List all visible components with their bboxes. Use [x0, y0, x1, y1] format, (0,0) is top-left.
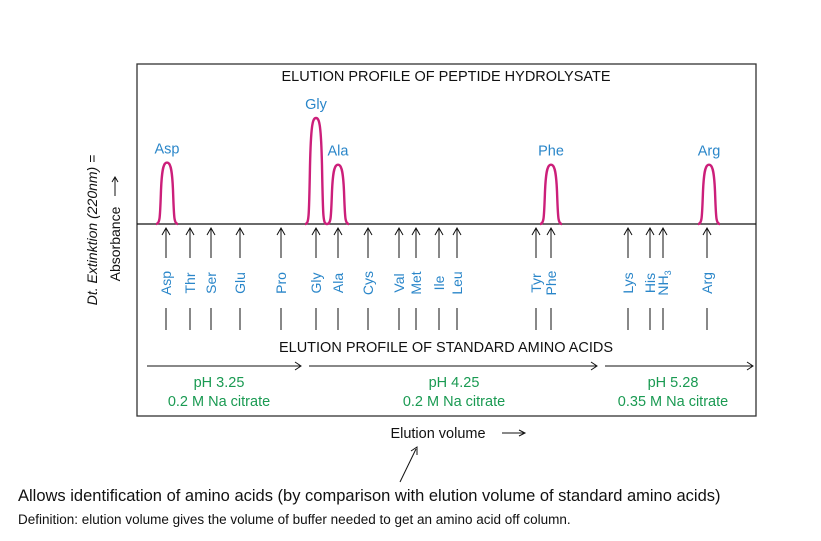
standard-label-ala: Ala: [330, 273, 346, 293]
standard-arrowhead: [411, 226, 421, 236]
peak-phe: [539, 163, 563, 226]
buffer-arrowhead-1: [294, 361, 302, 371]
standard-marker-his: His: [642, 226, 658, 330]
y-label-inner-group: Absorbance: [107, 176, 123, 281]
buffer-2-ph: pH 4.25: [429, 375, 480, 391]
standard-label-ile: Ile: [431, 275, 447, 290]
standard-marker-glu: Glu: [232, 226, 248, 330]
standard-arrowhead: [623, 226, 633, 236]
peak-arg: [697, 163, 721, 226]
standard-marker-met: Met: [408, 226, 424, 330]
standard-label-thr: Thr: [182, 272, 198, 293]
standard-label-nh: NH3: [655, 270, 673, 295]
buffer-arrowhead-3: [746, 361, 754, 371]
peak-gly: [304, 116, 328, 226]
peak-label-asp: Asp: [155, 142, 180, 158]
standard-label-tyr: Tyr: [528, 273, 544, 293]
standard-marker-lys: Lys: [620, 226, 636, 330]
peak-ala: [326, 163, 350, 226]
caption-line-1: Allows identification of amino acids (by…: [18, 487, 721, 505]
standard-marker-leu: Leu: [449, 226, 465, 330]
standards-layer: Asp Thr Ser Glu Pro Gly Ala Cys Val Met Ile Leu Tyr P…: [158, 226, 715, 330]
standard-marker-cys: Cys: [360, 226, 376, 330]
x-axis-arrowhead: [518, 429, 527, 437]
buffer-2-buffer: 0.2 M Na citrate: [403, 394, 505, 410]
standard-arrowhead: [702, 226, 712, 236]
diagram-frame: [136, 63, 757, 417]
standard-arrowhead: [311, 226, 321, 236]
standard-label-his: His: [642, 273, 658, 293]
standard-arrowhead: [185, 226, 195, 236]
standard-marker-ile: Ile: [431, 226, 447, 330]
nh3-subscript: 3: [663, 270, 673, 275]
buffer-arrowhead-2: [590, 361, 598, 371]
standard-arrowhead: [658, 226, 668, 236]
standard-arrowhead: [645, 226, 655, 236]
standard-label-val: Val: [391, 273, 407, 292]
buffer-1-ph: pH 3.25: [194, 375, 245, 391]
peak-layer: Asp Gly Ala Phe Arg: [155, 97, 721, 226]
peak-label-arg: Arg: [698, 144, 721, 160]
standard-marker-arg: Arg: [699, 226, 715, 330]
peak-label-ala: Ala: [328, 144, 350, 160]
standard-arrowhead: [452, 226, 462, 236]
standard-arrowhead: [206, 226, 216, 236]
caption-line-2: Definition: elution volume gives the vol…: [18, 512, 571, 527]
standard-marker-nh: NH3: [655, 226, 673, 330]
peak-asp: [155, 161, 179, 226]
standard-label-arg: Arg: [699, 272, 715, 294]
buffer-3-ph: pH 5.28: [648, 375, 699, 391]
standard-marker-ala: Ala: [330, 226, 346, 330]
buffer-labels: pH 3.25 0.2 M Na citrate pH 4.25 0.2 M N…: [168, 375, 728, 410]
buffer-3-buffer: 0.35 M Na citrate: [618, 394, 728, 410]
standard-marker-val: Val: [391, 226, 407, 330]
x-axis-label: Elution volume: [390, 426, 485, 442]
standard-label-glu: Glu: [232, 272, 248, 294]
standard-marker-thr: Thr: [182, 226, 198, 330]
standard-label-met: Met: [408, 271, 424, 294]
standard-label-gly: Gly: [308, 273, 324, 294]
standard-arrowhead: [363, 226, 373, 236]
standard-arrowhead: [161, 226, 171, 236]
standard-marker-gly: Gly: [308, 226, 324, 330]
standard-arrowhead: [434, 226, 444, 236]
peak-label-phe: Phe: [538, 144, 564, 160]
standard-marker-pro: Pro: [273, 226, 289, 330]
standard-label-leu: Leu: [449, 271, 465, 294]
standard-arrowhead: [546, 226, 556, 236]
buffer-arrows: [147, 361, 754, 371]
buffer-1-buffer: 0.2 M Na citrate: [168, 394, 270, 410]
standard-label-asp: Asp: [158, 271, 174, 295]
peak-label-gly: Gly: [305, 97, 328, 113]
standard-label-lys: Lys: [620, 272, 636, 293]
y-label-arrowhead: [111, 176, 119, 183]
pointer-arrow: [399, 448, 417, 483]
standard-arrowhead: [531, 226, 541, 236]
standard-label-phe: Phe: [543, 270, 559, 295]
standard-label-pro: Pro: [273, 272, 289, 294]
standard-arrowhead: [235, 226, 245, 236]
standard-marker-asp: Asp: [158, 226, 174, 330]
standard-marker-phe: Phe: [543, 226, 559, 330]
standard-label-ser: Ser: [203, 272, 219, 294]
y-label-outer: Dt. Extinktion (220nm) =: [84, 155, 100, 306]
standard-marker-tyr: Tyr: [528, 226, 544, 330]
mid-title: ELUTION PROFILE OF STANDARD AMINO ACIDS: [279, 340, 613, 356]
pointer-arrowhead: [410, 446, 418, 455]
standard-marker-ser: Ser: [203, 226, 219, 330]
standard-arrowhead: [394, 226, 404, 236]
standard-label-cys: Cys: [360, 271, 376, 295]
standard-arrowhead: [276, 226, 286, 236]
standard-arrowhead: [333, 226, 343, 236]
top-title: ELUTION PROFILE OF PEPTIDE HYDROLYSATE: [282, 69, 611, 85]
y-label-inner: Absorbance: [107, 206, 123, 281]
